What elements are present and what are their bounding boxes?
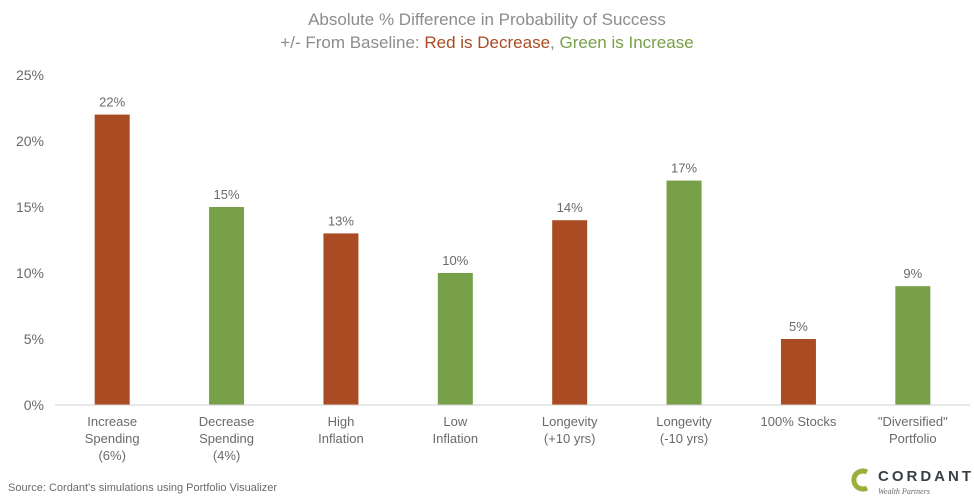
bar	[94, 114, 130, 405]
x-tick-label: Low	[443, 414, 467, 429]
bar-value-label: 10%	[442, 253, 468, 268]
bar-value-label: 9%	[903, 266, 922, 281]
bar	[780, 339, 816, 405]
bar-value-label: 17%	[671, 161, 697, 176]
x-tick-label: Spending	[85, 431, 140, 446]
bar-value-label: 13%	[328, 213, 354, 228]
x-tick-label: 100% Stocks	[761, 414, 837, 429]
x-tick-label: "Diversified"	[878, 414, 948, 429]
logo-name: CORDANT	[878, 468, 974, 485]
bar-value-label: 14%	[557, 200, 583, 215]
logo-subtitle: Wealth Partners	[878, 487, 930, 496]
x-tick-label: Increase	[87, 414, 137, 429]
bar-value-label: 15%	[214, 187, 240, 202]
bar	[323, 233, 359, 405]
y-tick-label: 15%	[16, 199, 44, 215]
x-tick-label: Inflation	[318, 431, 364, 446]
subtitle-separator: ,	[550, 33, 560, 52]
bar	[437, 273, 473, 405]
x-tick-label: Spending	[199, 431, 254, 446]
cordant-logo: CORDANT Wealth Partners	[848, 466, 971, 499]
chart-title: Absolute % Difference in Probability of …	[308, 10, 666, 29]
bar	[552, 220, 588, 405]
x-tick-label: Longevity	[656, 414, 712, 429]
source-note: Source: Cordant's simulations using Port…	[8, 482, 278, 494]
bar	[666, 180, 702, 405]
y-tick-label: 20%	[16, 133, 44, 149]
x-tick-label: (-10 yrs)	[660, 431, 708, 446]
bar-value-label: 22%	[99, 95, 125, 110]
x-tick-label: Portfolio	[889, 431, 937, 446]
y-tick-label: 0%	[24, 397, 44, 413]
bar-chart: 0% 5% 10% 15% 20% 25% 22% Increase Spending (6%) 1…	[16, 67, 970, 463]
x-tick-label: Decrease	[199, 414, 255, 429]
bar-value-label: 5%	[789, 319, 808, 334]
subtitle-red-text: Red is Decrease	[424, 33, 551, 52]
y-tick-label: 10%	[16, 265, 44, 281]
y-tick-label: 5%	[24, 331, 44, 347]
bar	[209, 207, 245, 405]
x-tick-label: (4%)	[213, 448, 240, 463]
bar	[895, 286, 931, 405]
x-tick-label: (+10 yrs)	[544, 431, 596, 446]
x-tick-label: High	[328, 414, 355, 429]
x-tick-label: Inflation	[433, 431, 479, 446]
subtitle-green-text: Green is Increase	[559, 33, 694, 52]
y-tick-label: 25%	[16, 67, 44, 83]
x-tick-label: Longevity	[542, 414, 598, 429]
chart-subtitle: +/- From Baseline: Red is Decrease, Gree…	[0, 33, 974, 53]
subtitle-prefix: +/- From Baseline:	[280, 33, 425, 52]
x-tick-label: (6%)	[98, 448, 125, 463]
cordant-logo-mark-icon	[851, 468, 869, 492]
